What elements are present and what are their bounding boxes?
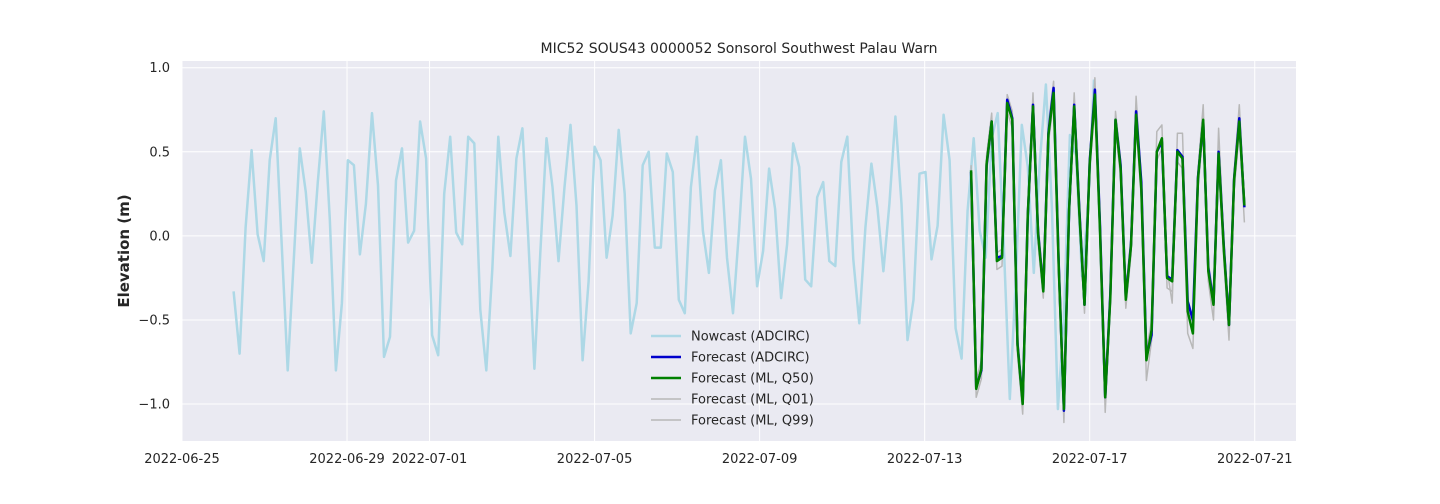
y-tick-label: 1.0 <box>149 61 170 76</box>
legend-label: Forecast (ML, Q01) <box>691 393 814 408</box>
x-tick-label: 2022-07-13 <box>887 452 963 467</box>
y-axis: −1.0 −0.5 0.0 0.5 1.0 <box>138 61 170 412</box>
x-tick-label: 2022-06-29 <box>309 452 385 467</box>
x-tick-label: 2022-07-05 <box>557 452 633 467</box>
series-group <box>232 77 1246 424</box>
series-line <box>232 79 1096 411</box>
y-tick-label: −1.0 <box>138 398 170 413</box>
legend-label: Forecast (ML, Q99) <box>691 414 814 429</box>
series-line <box>969 91 1246 411</box>
legend-label: Forecast (ADCIRC) <box>691 351 810 366</box>
x-tick-label: 2022-07-01 <box>392 452 468 467</box>
legend: Nowcast (ADCIRC) Forecast (ADCIRC) Forecas… <box>651 330 814 429</box>
plot-area <box>182 61 1296 441</box>
x-tick-label: 2022-07-21 <box>1217 452 1293 467</box>
y-tick-label: 0.5 <box>149 145 170 160</box>
y-tick-label: 0.0 <box>149 229 170 244</box>
x-tick-label: 2022-06-25 <box>144 452 220 467</box>
y-tick-label: −0.5 <box>138 313 170 328</box>
legend-label: Forecast (ML, Q50) <box>691 372 814 387</box>
x-tick-label: 2022-07-17 <box>1052 452 1128 467</box>
chart-title: MIC52 SOUS43 0000052 Sonsorol Southwest … <box>541 41 938 57</box>
x-axis: 2022-06-25 2022-06-29 2022-07-01 2022-07-05… <box>144 452 1292 467</box>
y-axis-label: Elevation (m) <box>115 194 133 307</box>
legend-label: Nowcast (ADCIRC) <box>691 330 810 345</box>
x-tick-label: 2022-07-09 <box>722 452 798 467</box>
